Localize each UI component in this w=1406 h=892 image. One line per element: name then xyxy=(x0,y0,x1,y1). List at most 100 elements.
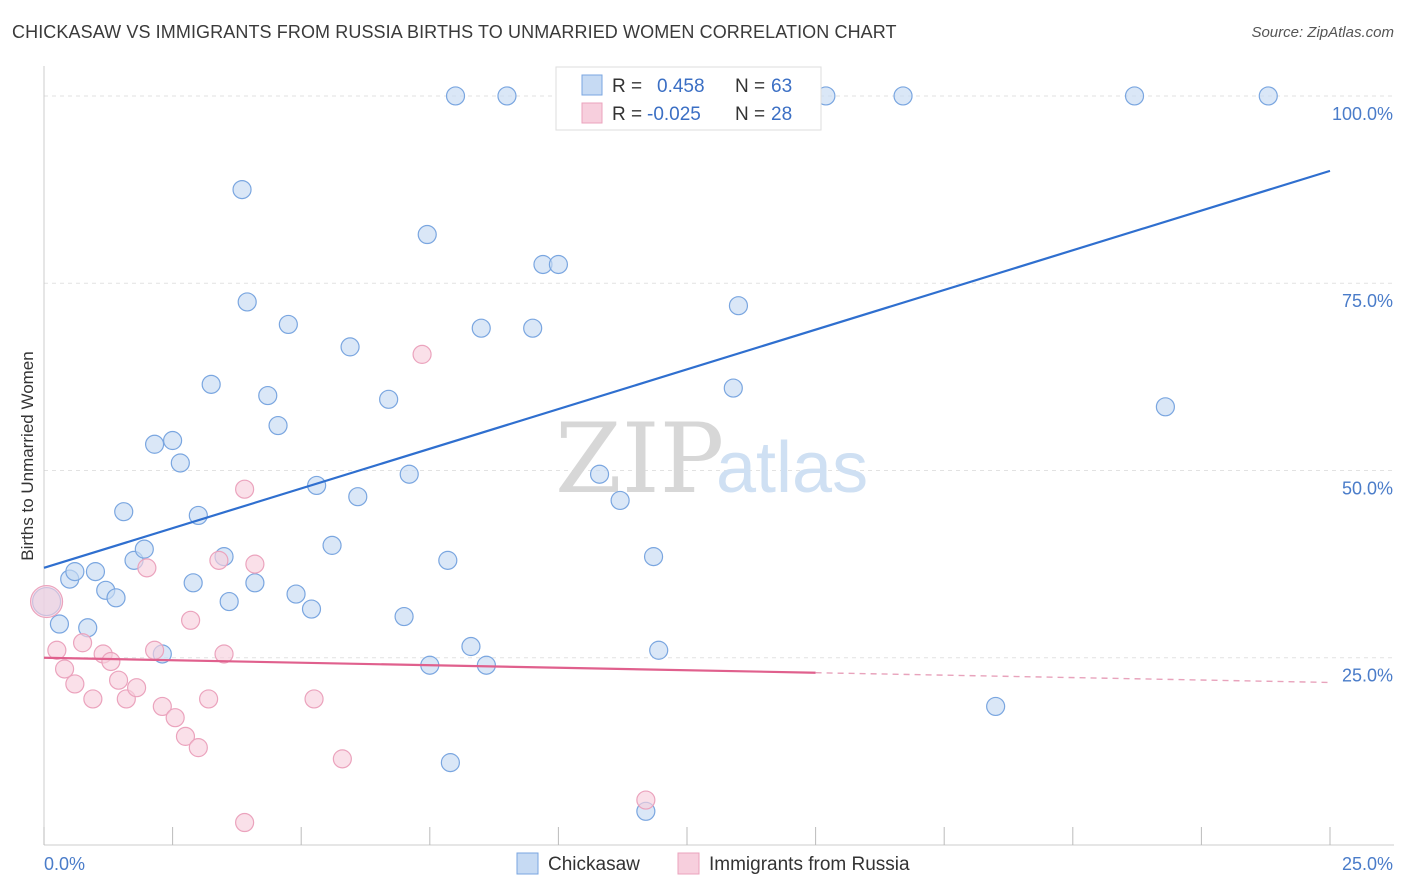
chickasaw-point xyxy=(1124,86,1145,106)
chickasaw-point xyxy=(322,535,342,555)
russia-point xyxy=(47,640,67,660)
axis-layer xyxy=(43,66,1394,846)
chickasaw-point xyxy=(379,389,399,409)
russia-point xyxy=(199,689,219,709)
chickasaw-point xyxy=(649,640,669,660)
watermark-zip: ZIP xyxy=(555,403,724,515)
russia-point xyxy=(165,708,185,728)
chickasaw-point xyxy=(134,539,154,559)
chickasaw-point xyxy=(258,385,278,406)
russia-point xyxy=(137,558,157,578)
chickasaw-point xyxy=(461,636,481,657)
chickasaw-point xyxy=(65,562,85,582)
russia-point xyxy=(214,644,234,664)
russia-trend-line xyxy=(43,656,816,674)
series-legend: Chickasaw Immigrants from Russia xyxy=(516,852,910,875)
legend-n-value-0: 63 xyxy=(771,76,792,97)
russia-point xyxy=(209,550,229,570)
series-legend-label-russia: Immigrants from Russia xyxy=(709,854,910,875)
series-legend-swatch-russia xyxy=(677,852,700,875)
points-layer xyxy=(29,86,1278,833)
chickasaw-point xyxy=(286,584,306,604)
russia-point xyxy=(65,674,85,694)
chickasaw-point xyxy=(643,547,664,567)
legend-r-label-1: R = xyxy=(612,104,642,125)
y-tick-label: 25.0% xyxy=(1342,666,1393,686)
chickasaw-point xyxy=(445,86,466,106)
russia-point xyxy=(83,689,103,709)
chickasaw-point xyxy=(348,487,368,507)
watermark: ZIP atlas xyxy=(555,403,868,515)
russia-point xyxy=(152,696,172,717)
russia-point xyxy=(412,344,432,364)
chickasaw-point xyxy=(201,374,221,394)
chickasaw-point xyxy=(219,591,239,612)
chickasaw-point xyxy=(183,573,203,593)
chickasaw-trend-line xyxy=(43,169,1331,569)
chickasaw-point xyxy=(394,606,414,627)
y-tick-label: 100.0% xyxy=(1332,104,1393,124)
chickasaw-point xyxy=(723,378,743,398)
legend-r-value-0: 0.458 xyxy=(657,76,705,97)
russia-point xyxy=(126,678,147,698)
legend-n-value-1: 28 xyxy=(771,104,792,125)
russia-point xyxy=(54,659,75,679)
russia-point xyxy=(332,749,352,769)
chickasaw-point xyxy=(170,453,190,473)
chickasaw-point xyxy=(417,224,437,245)
x-tick-label: 25.0% xyxy=(1342,854,1393,874)
chickasaw-point xyxy=(497,86,517,106)
russia-point xyxy=(175,726,196,746)
russia-point xyxy=(144,640,165,660)
russia-point xyxy=(304,689,324,709)
russia-point xyxy=(235,479,255,499)
chickasaw-point xyxy=(1258,86,1278,106)
legend-n-label-1: N = xyxy=(735,104,765,125)
chart-title: CHICKASAW VS IMMIGRANTS FROM RUSSIA BIRT… xyxy=(12,22,897,42)
russia-point xyxy=(188,738,208,758)
chickasaw-point xyxy=(340,337,360,357)
chickasaw-point xyxy=(438,550,458,570)
chickasaw-point xyxy=(163,430,183,451)
chickasaw-point xyxy=(232,179,252,200)
legend-n-label-0: N = xyxy=(735,76,765,97)
russia-point xyxy=(181,610,201,630)
series-legend-swatch-chickasaw xyxy=(516,852,539,875)
chickasaw-point xyxy=(589,464,610,484)
chickasaw-point xyxy=(114,502,134,522)
x-tick-label: 0.0% xyxy=(44,854,85,874)
chickasaw-point xyxy=(893,86,913,106)
chickasaw-point xyxy=(610,490,630,511)
chickasaw-point xyxy=(548,254,569,275)
russia-trend-extension xyxy=(815,672,1331,684)
legend-swatch-chickasaw xyxy=(581,74,603,96)
y-tick-label: 50.0% xyxy=(1342,478,1393,498)
russia-point xyxy=(72,633,93,653)
chickasaw-point xyxy=(245,573,265,593)
chickasaw-point xyxy=(278,314,298,335)
chickasaw-point xyxy=(106,588,126,608)
russia-point xyxy=(29,584,64,619)
russia-point xyxy=(636,790,656,810)
chart-source: Source: ZipAtlas.com xyxy=(1251,24,1394,41)
chickasaw-point xyxy=(399,464,419,484)
trend-layer xyxy=(43,169,1331,684)
chickasaw-point xyxy=(986,696,1006,717)
series-legend-label-chickasaw: Chickasaw xyxy=(548,854,640,875)
y-axis-title: Births to Unmarried Women xyxy=(18,351,37,560)
chickasaw-point xyxy=(144,434,165,454)
chickasaw-point xyxy=(1155,397,1175,417)
chickasaw-point xyxy=(471,318,491,338)
russia-point xyxy=(108,670,129,690)
labels-layer: 25.0% 50.0% 75.0% 100.0% 0.0% 25.0% xyxy=(44,104,1393,874)
russia-point xyxy=(245,554,265,574)
legend-swatch-russia xyxy=(581,102,603,124)
grid-layer xyxy=(44,95,1394,659)
chickasaw-point xyxy=(268,415,288,436)
chickasaw-point xyxy=(49,614,70,634)
chickasaw-point xyxy=(301,599,322,619)
russia-point xyxy=(235,812,255,833)
chickasaw-point xyxy=(440,753,460,773)
chickasaw-point xyxy=(85,562,106,582)
